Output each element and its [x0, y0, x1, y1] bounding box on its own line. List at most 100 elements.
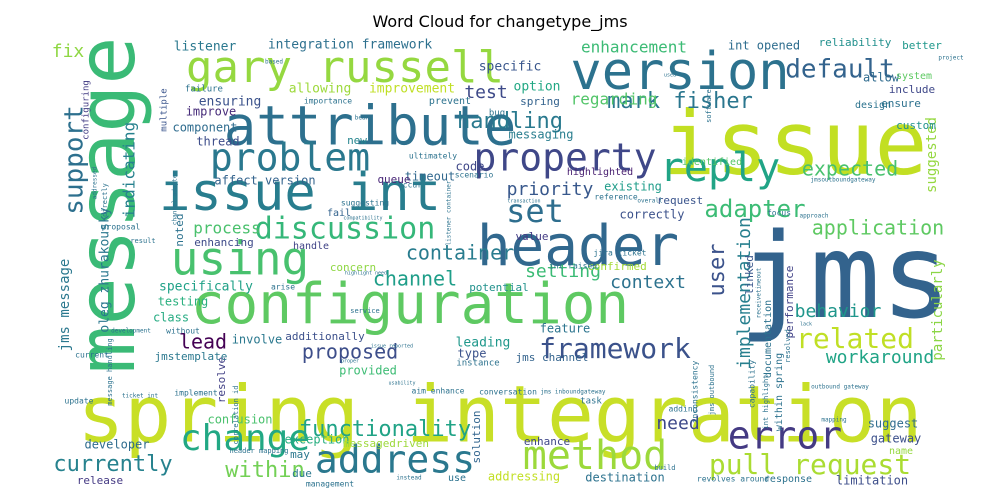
- word-configuring: configuring: [82, 80, 92, 140]
- word-result: result: [130, 237, 155, 245]
- word-new: new: [347, 134, 367, 147]
- word-allowing: allowing: [289, 82, 352, 97]
- word-listener-container: listener container: [446, 180, 453, 245]
- word-compatibility: compatibility: [343, 216, 382, 222]
- word-resolve: resolve: [215, 357, 228, 403]
- word-application: application: [812, 216, 944, 240]
- word-header-mapping: header mapping: [229, 447, 288, 455]
- word-context: context: [610, 272, 686, 293]
- word-using: using: [171, 232, 309, 286]
- word-spring: spring: [520, 95, 560, 108]
- word-spring-integration: spring integration: [77, 370, 922, 460]
- word-oleg-zhurakousky: oleg zhurakousky: [98, 207, 113, 332]
- word-release: release: [77, 474, 123, 487]
- word-proper: proper: [341, 359, 359, 365]
- word-address: address: [315, 438, 475, 482]
- word-testing: testing: [158, 295, 209, 309]
- word-enhancement: enhancement: [581, 38, 687, 57]
- word-conversation: conversation: [479, 388, 537, 397]
- word-change: change: [180, 418, 310, 459]
- word-linked: linked: [743, 255, 756, 295]
- word-potential: potential: [469, 281, 529, 294]
- word-ensure: ensure: [881, 97, 921, 110]
- word-update: update: [65, 397, 94, 406]
- word-mapping: mapping: [821, 417, 847, 424]
- word-task: task: [580, 397, 602, 407]
- word-messaging: messaging: [508, 128, 573, 142]
- word-channel: channel: [373, 267, 457, 291]
- word-workaround: workaround: [826, 347, 934, 368]
- word-gateway: gateway: [871, 432, 922, 446]
- word-lead: lead: [179, 330, 227, 354]
- word-timeout: timeout: [405, 170, 456, 184]
- word-usability: usability: [388, 381, 415, 387]
- word-problem: problem: [210, 136, 370, 180]
- word-configuration: configuration: [191, 272, 629, 337]
- word-framework: framework: [539, 332, 691, 365]
- word-due: due: [292, 467, 312, 480]
- word-particularly: particularly: [930, 259, 946, 360]
- word-user: user: [705, 244, 730, 297]
- word-currently: currently: [53, 452, 172, 477]
- word-integration-framework: integration framework: [268, 38, 433, 53]
- word-documentation: documentation: [763, 300, 774, 378]
- word-specifically: specifically: [159, 280, 253, 295]
- word-correlation-id: correlation id: [232, 385, 240, 444]
- word-occur: occur: [398, 181, 422, 190]
- word-name: name: [889, 446, 913, 457]
- word-implement: implement: [174, 389, 218, 398]
- word-design: design: [855, 100, 891, 111]
- word-expected: expected: [802, 157, 898, 181]
- word-used: used: [664, 73, 676, 79]
- word-header: header: [477, 214, 679, 279]
- word-test: test: [464, 82, 507, 103]
- word-need: need: [656, 413, 699, 434]
- word-multiple: multiple: [160, 88, 170, 131]
- word-focus: focus: [767, 209, 791, 218]
- word-issue: issue: [663, 92, 928, 195]
- word-current: current: [75, 351, 109, 360]
- word-jms-channel: jms channel: [516, 351, 589, 364]
- word-implementation: implementation: [734, 217, 755, 369]
- word-outbound-gateway: outbound gateway: [811, 384, 869, 391]
- word-int-highlight: int highlight: [762, 375, 770, 430]
- word-ensuring: ensuring: [199, 95, 262, 110]
- word-based: based: [265, 59, 283, 66]
- word-attribute: attribute: [224, 95, 517, 158]
- word-message: message: [60, 36, 153, 373]
- word-jms-outbound: jms outbound: [708, 365, 716, 416]
- word-jms-message: jms message: [57, 259, 73, 352]
- word-indicating: indicating: [120, 122, 139, 218]
- word-system: system: [896, 71, 932, 82]
- word-gary-russell: gary russell: [186, 42, 504, 93]
- word-without: without: [166, 327, 200, 336]
- word-enhance: enhance: [524, 435, 570, 448]
- word-suggested: suggested: [924, 117, 940, 193]
- word-destination: destination: [585, 471, 664, 485]
- word-within: within: [225, 458, 304, 483]
- word-class: class: [153, 311, 189, 325]
- word-software: software: [705, 89, 713, 123]
- word-lack: lack: [800, 322, 812, 328]
- word-adding: adding: [669, 405, 698, 414]
- word-container: container: [406, 241, 514, 265]
- word-instead: instead: [396, 475, 422, 482]
- word-response: response: [764, 474, 812, 485]
- word-queue: queue: [377, 173, 410, 186]
- word-identified: identified: [682, 157, 742, 168]
- word-int-opened: int opened: [728, 39, 800, 53]
- word-thread: thread: [196, 135, 239, 149]
- word-listener: listener: [174, 40, 237, 55]
- word-fix: fix: [52, 41, 85, 62]
- word-component: component: [172, 121, 237, 135]
- word-improve: improve: [186, 105, 237, 119]
- word-resolved: resolved: [784, 329, 792, 363]
- word-reliability: reliability: [819, 36, 892, 49]
- word-suggest: suggest: [868, 417, 919, 431]
- chart-title: Word Cloud for changetype_jms: [372, 12, 628, 31]
- word-developer: developer: [84, 438, 149, 452]
- word-leading: leading: [456, 336, 511, 351]
- word-development: development: [111, 328, 151, 335]
- word-addressing: addressing: [488, 470, 560, 484]
